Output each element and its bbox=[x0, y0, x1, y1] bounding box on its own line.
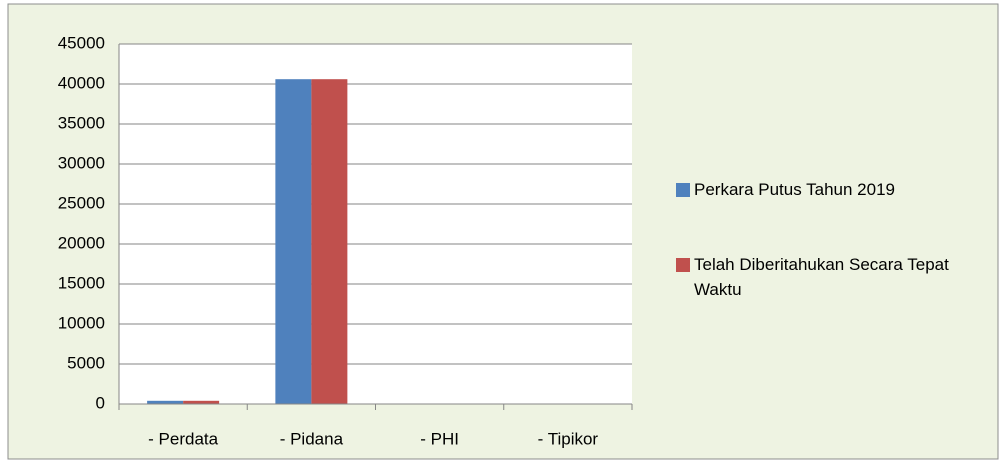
y-tick-label: 45000 bbox=[58, 33, 105, 52]
legend-entry: Telah Diberitahukan Secara Tepat Waktu bbox=[676, 252, 976, 302]
bar bbox=[275, 79, 312, 404]
legend-label: Perkara Putus Tahun 2019 bbox=[694, 180, 895, 199]
y-tick-label: 35000 bbox=[58, 113, 105, 132]
bar bbox=[183, 400, 220, 404]
y-tick-label: 40000 bbox=[58, 73, 105, 92]
x-tick-label: - PHI bbox=[420, 429, 459, 448]
x-tick-label: - Tipikor bbox=[538, 429, 599, 448]
bar bbox=[311, 79, 348, 404]
y-tick-label: 10000 bbox=[58, 313, 105, 332]
y-tick-label: 30000 bbox=[58, 153, 105, 172]
legend-swatch bbox=[676, 183, 690, 197]
legend-entry: Perkara Putus Tahun 2019 bbox=[676, 177, 976, 202]
y-tick-label: 5000 bbox=[67, 353, 105, 372]
y-tick-label: 25000 bbox=[58, 193, 105, 212]
legend-swatch bbox=[676, 258, 690, 272]
x-tick-label: - Pidana bbox=[280, 429, 344, 448]
legend-label: Telah Diberitahukan Secara Tepat Waktu bbox=[694, 255, 949, 299]
x-tick-label: - Perdata bbox=[148, 429, 218, 448]
y-tick-label: 20000 bbox=[58, 233, 105, 252]
bar bbox=[147, 400, 184, 404]
y-tick-label: 0 bbox=[96, 393, 105, 412]
plot-area bbox=[119, 44, 632, 404]
y-tick-label: 15000 bbox=[58, 273, 105, 292]
